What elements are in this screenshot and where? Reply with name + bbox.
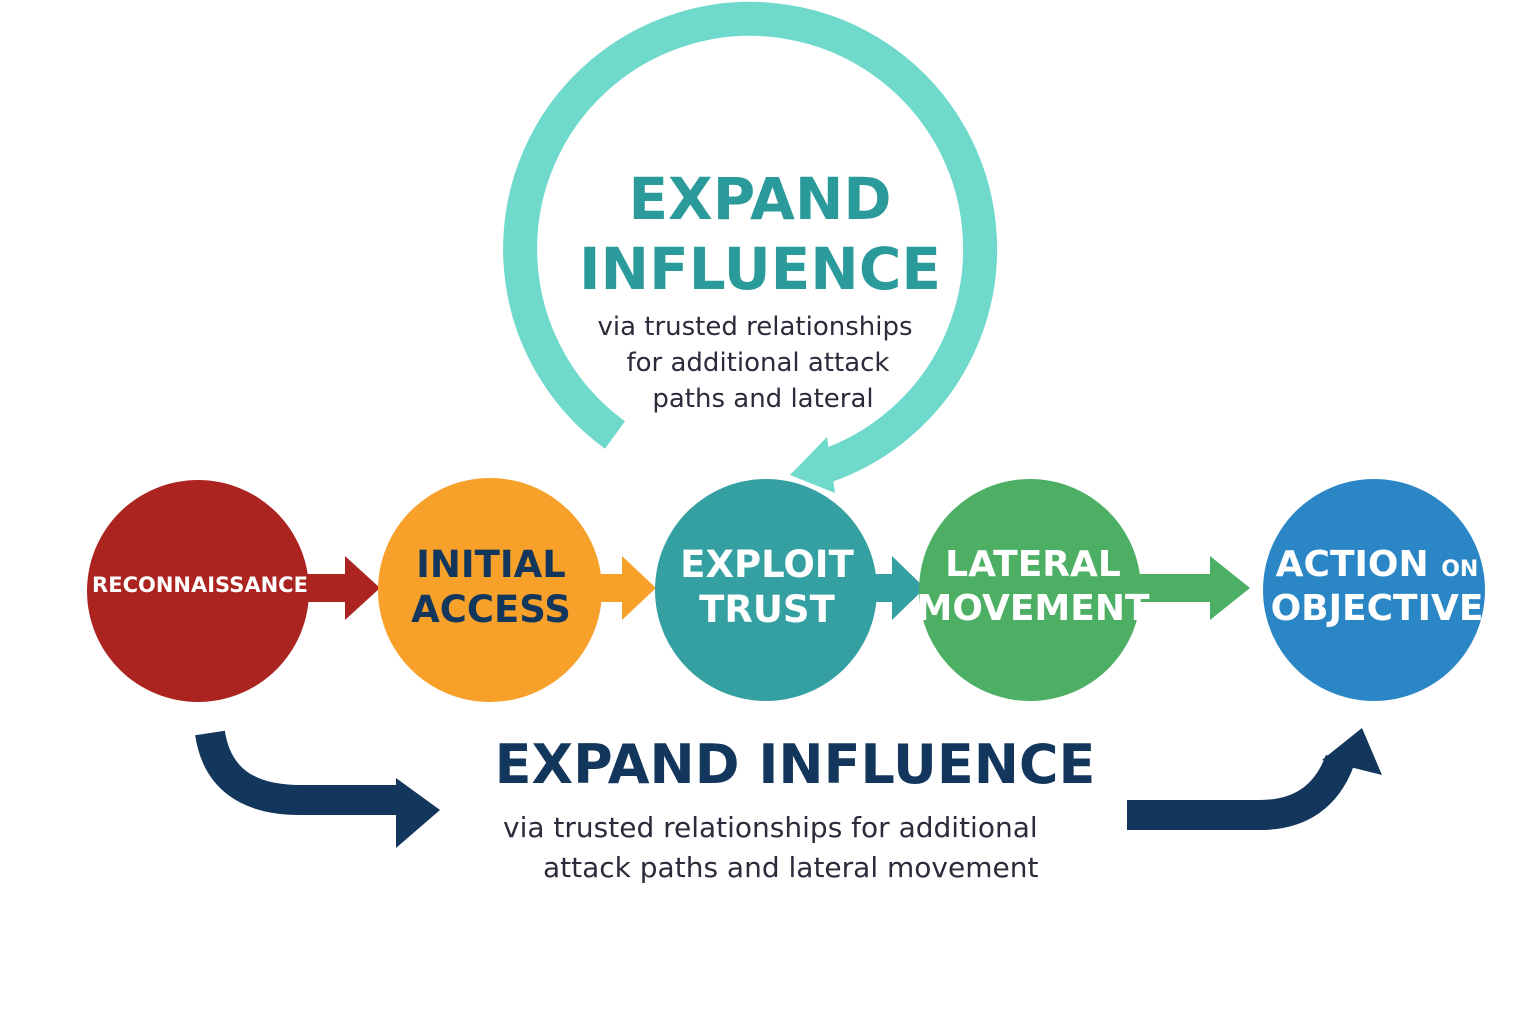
bottom-left-arrow — [195, 730, 440, 848]
stage-label-line: MOVEMENT — [916, 588, 1150, 629]
bottom-subtitle-line: via trusted relationships for additional — [503, 811, 1038, 844]
stage-label-exploit-trust: EXPLOIT TRUST — [655, 535, 879, 639]
loop-subtitle-line: for additional attack — [626, 348, 890, 378]
stage-label-line: INITIAL — [416, 542, 566, 586]
stage-label-line: LATERAL — [945, 544, 1121, 586]
loop-subtitle-line: via trusted relationships — [597, 312, 913, 342]
loop-subtitle-line: paths and lateral — [652, 384, 874, 414]
stage-label-reconnaissance: RECONNAISSANCE — [88, 560, 312, 612]
stage-circle-initial-access — [378, 478, 602, 702]
loop-arrowhead — [790, 437, 835, 493]
stage-circle-reconnaissance — [87, 480, 309, 702]
bottom-subtitle-line: attack paths and lateral movement — [543, 851, 1039, 884]
stage-label-line: OBJECTIVE — [1270, 588, 1484, 629]
loop-title-line: EXPAND — [628, 165, 892, 233]
stage-label-line: EXPLOIT — [680, 542, 854, 586]
stage-circle-action-on-objective — [1263, 479, 1485, 701]
bottom-title: EXPAND INFLUENCE — [494, 733, 1096, 796]
stage-label-initial-access: INITIAL ACCESS — [378, 535, 604, 639]
stage-label-line: ACCESS — [411, 588, 571, 631]
stage-label-word: ACTION — [1275, 544, 1429, 586]
connector-recon-initial — [300, 556, 380, 620]
stage-label-line: TRUST — [699, 588, 835, 631]
loop-title-line: INFLUENCE — [578, 235, 942, 303]
stage-label-action-on-objective: ACTION ON OBJECTIVE — [1262, 535, 1492, 639]
stage-circle-exploit-trust — [655, 479, 877, 701]
connector-lateral-action — [1138, 556, 1250, 620]
stage-label-word: ON — [1441, 557, 1479, 583]
stage-label-line: RECONNAISSANCE — [92, 573, 308, 598]
stage-label-lateral-movement: LATERAL MOVEMENT — [916, 535, 1150, 639]
loop-arc — [503, 1, 998, 485]
bottom-right-arrow — [1127, 728, 1382, 830]
stage-label-line: ACTION ON — [1276, 543, 1479, 587]
stage-circle-lateral-movement — [919, 479, 1141, 701]
